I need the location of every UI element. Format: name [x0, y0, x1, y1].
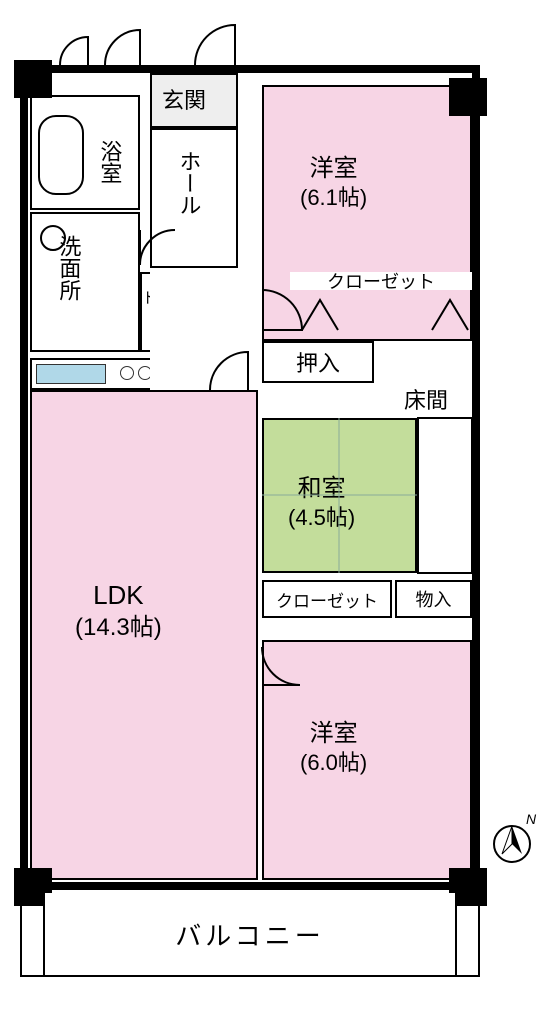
balcony-rail-left [20, 893, 43, 977]
compass-n-label: N [526, 812, 537, 827]
balcony-label: バルコニー [175, 916, 324, 953]
balcony-rail-right [457, 893, 480, 977]
balcony: バルコニー [43, 893, 457, 977]
compass-icon: N [490, 812, 538, 873]
floorplan-container: LDK(14.3帖)洋室(6.1帖)洋室(6.0帖)和室(4.5帖)浴室洗面所ト… [0, 0, 551, 1016]
tatami-pattern [262, 418, 417, 573]
